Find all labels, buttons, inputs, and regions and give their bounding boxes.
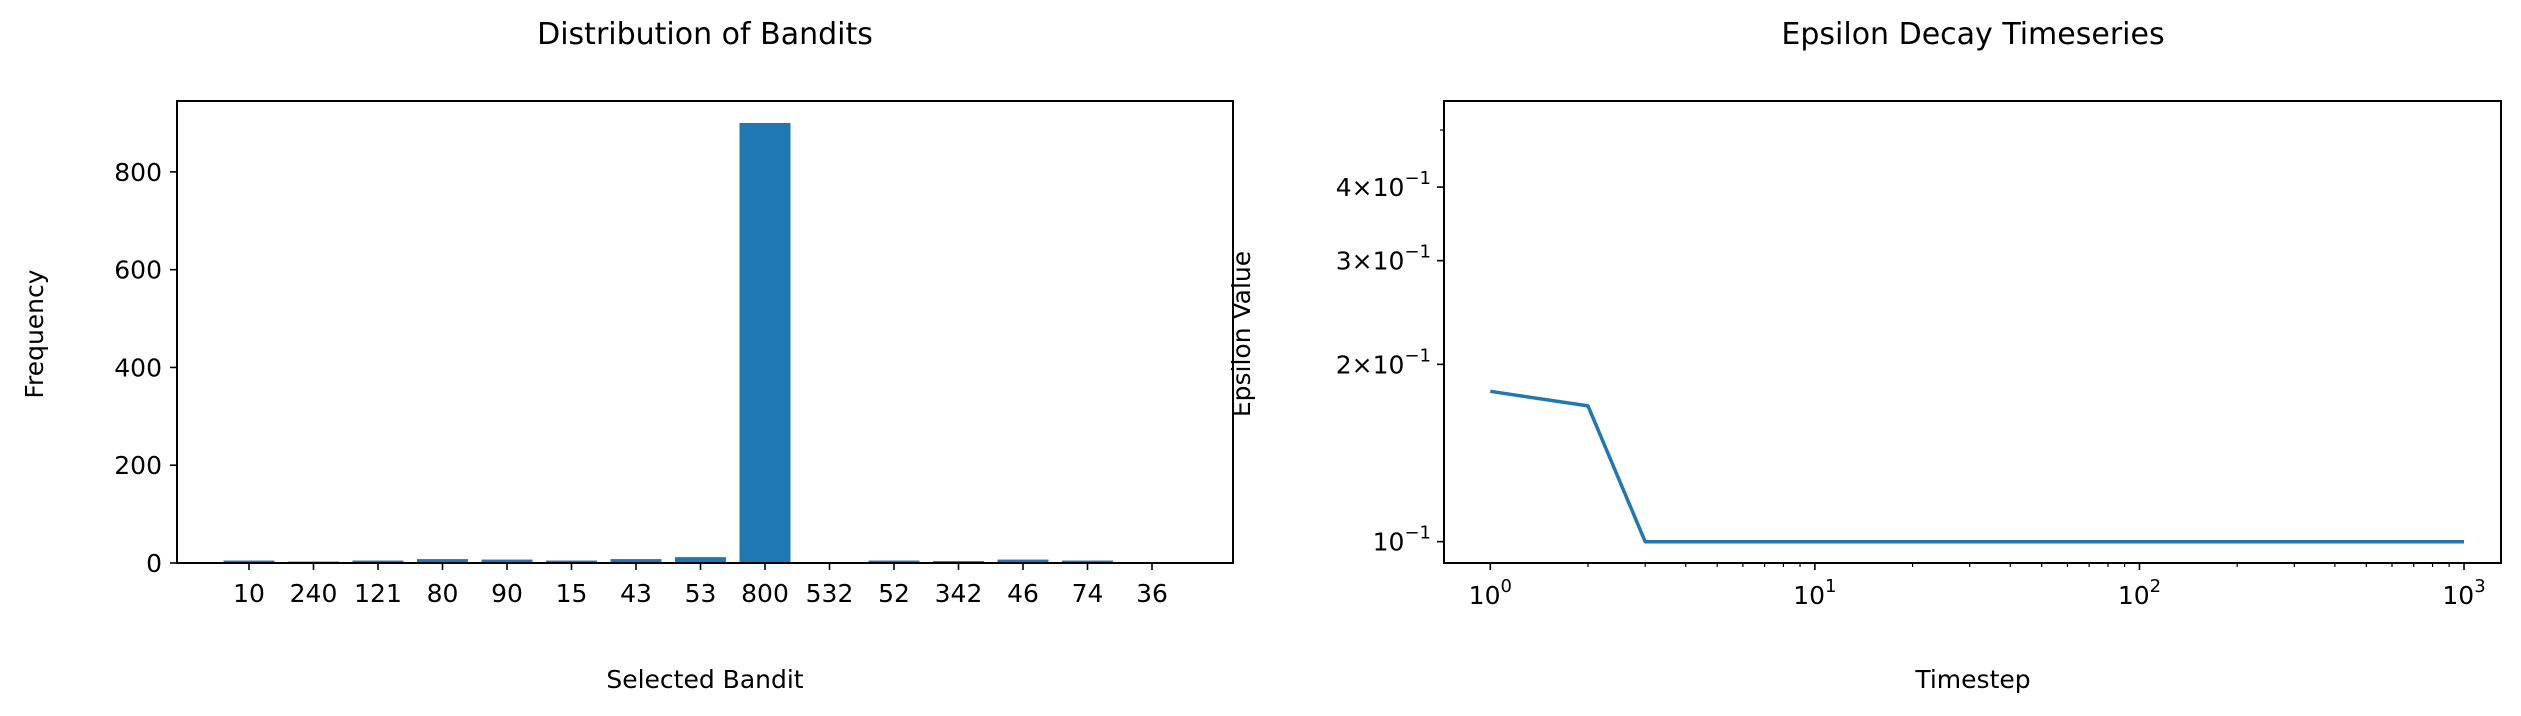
- x-axis-ticks: 100 101 102 103: [1469, 563, 2486, 610]
- line-chart: Epsilon Decay Timeseries 10−1 2×10−1 3×10−…: [1227, 17, 2502, 694]
- x-tick-label: 101: [1793, 576, 1836, 610]
- x-tick-label: 90: [491, 579, 523, 608]
- x-tick-label: 53: [685, 579, 717, 608]
- bar: [546, 560, 597, 563]
- y-tick-label: 600: [114, 256, 162, 285]
- x-tick-label: 74: [1072, 579, 1104, 608]
- bar: [417, 559, 468, 563]
- x-axis-label: Timestep: [1914, 665, 2030, 694]
- y-axis-ticks: 10−1 2×10−1 3×10−1 4×10−1: [1336, 129, 1444, 557]
- x-tick-label: 342: [935, 579, 983, 608]
- y-tick-label: 400: [114, 353, 162, 382]
- bar: [1062, 560, 1113, 563]
- x-tick-label: 36: [1136, 579, 1168, 608]
- epsilon-line: [1490, 389, 2464, 544]
- bar: [223, 560, 275, 563]
- bar: [352, 560, 404, 563]
- y-axis-label: Frequency: [20, 269, 49, 398]
- y-axis-ticks: 0 200 400 600 800: [114, 158, 177, 578]
- x-tick-label: 103: [2442, 576, 2485, 610]
- y-tick-label: 3×10−1: [1336, 242, 1431, 276]
- x-tick-label: 10: [233, 579, 265, 608]
- y-tick-label: 4×10−1: [1336, 168, 1431, 202]
- x-tick-label: 43: [620, 579, 652, 608]
- y-tick-label: 0: [146, 549, 162, 578]
- y-axis-label: Epsilon Value: [1227, 251, 1256, 417]
- bar: [868, 560, 920, 563]
- x-tick-label: 100: [1469, 576, 1512, 610]
- bar-chart: Distribution of Bandits 0 200 400 600 800 10…: [20, 17, 1234, 694]
- x-tick-label: 52: [878, 579, 910, 608]
- x-tick-label: 15: [556, 579, 588, 608]
- x-tick-label: 800: [741, 579, 789, 608]
- x-axis-label: Selected Bandit: [606, 665, 803, 694]
- x-tick-label: 102: [2118, 576, 2161, 610]
- bar: [610, 559, 662, 563]
- bar-series: [223, 123, 1178, 563]
- y-tick-label: 2×10−1: [1336, 345, 1431, 379]
- x-axis-ticks: 10 240 121 80 90 15 43 53 800 532 52 342 46 74 36: [233, 563, 1168, 608]
- x-tick-label: 46: [1007, 579, 1039, 608]
- line-chart-title: Epsilon Decay Timeseries: [1781, 17, 2164, 52]
- bar: [481, 559, 533, 563]
- plot-frame: [1443, 100, 2502, 564]
- bar: [675, 557, 726, 563]
- x-tick-label: 240: [290, 579, 338, 608]
- bar: [997, 559, 1049, 563]
- y-tick-label: 200: [114, 451, 162, 480]
- y-tick-label: 10−1: [1373, 523, 1431, 557]
- bar: [739, 123, 791, 563]
- x-tick-label: 80: [427, 579, 459, 608]
- x-tick-label: 121: [354, 579, 402, 608]
- plot-frame: [176, 100, 1234, 564]
- bar-chart-title: Distribution of Bandits: [537, 17, 873, 52]
- x-tick-label: 532: [806, 579, 854, 608]
- y-tick-label: 800: [114, 158, 162, 187]
